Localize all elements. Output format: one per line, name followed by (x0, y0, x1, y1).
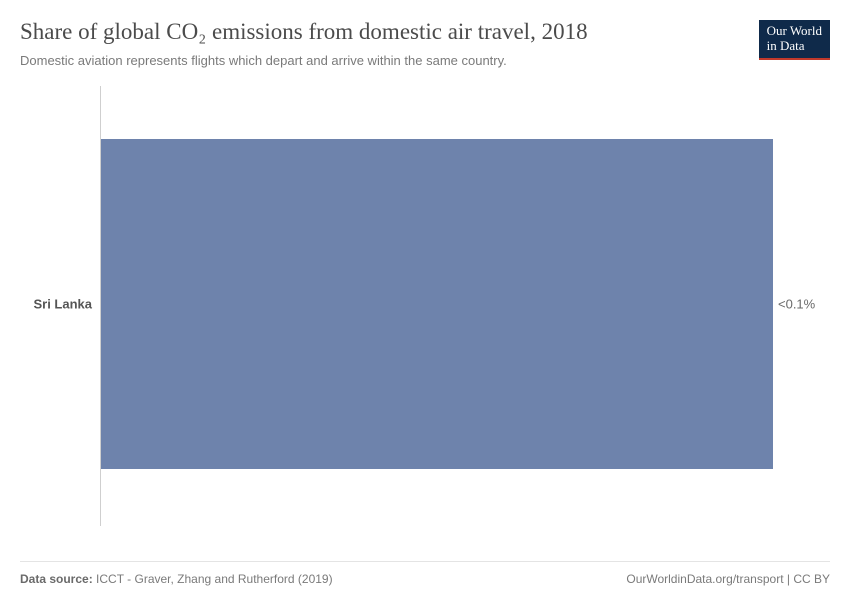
title-block: Share of global CO₂ emissions from domes… (20, 18, 759, 68)
attribution: OurWorldinData.org/transport | CC BY (626, 572, 830, 586)
header-row: Share of global CO₂ emissions from domes… (20, 18, 830, 68)
chart-area: Sri Lanka<0.1% (100, 86, 772, 526)
owid-logo: Our World in Data (759, 20, 830, 60)
category-label: Sri Lanka (33, 296, 92, 311)
value-label: <0.1% (778, 296, 815, 311)
chart-container: Share of global CO₂ emissions from domes… (0, 0, 850, 600)
chart-subtitle: Domestic aviation represents flights whi… (20, 53, 759, 68)
chart-title: Share of global CO₂ emissions from domes… (20, 18, 759, 47)
source-label: Data source: (20, 572, 93, 586)
data-source: Data source: ICCT - Graver, Zhang and Ru… (20, 572, 333, 586)
chart-footer: Data source: ICCT - Graver, Zhang and Ru… (20, 561, 830, 586)
bar (101, 139, 773, 469)
logo-line1: Our World (767, 24, 822, 39)
source-text: ICCT - Graver, Zhang and Rutherford (201… (96, 572, 333, 586)
logo-line2: in Data (767, 39, 822, 54)
